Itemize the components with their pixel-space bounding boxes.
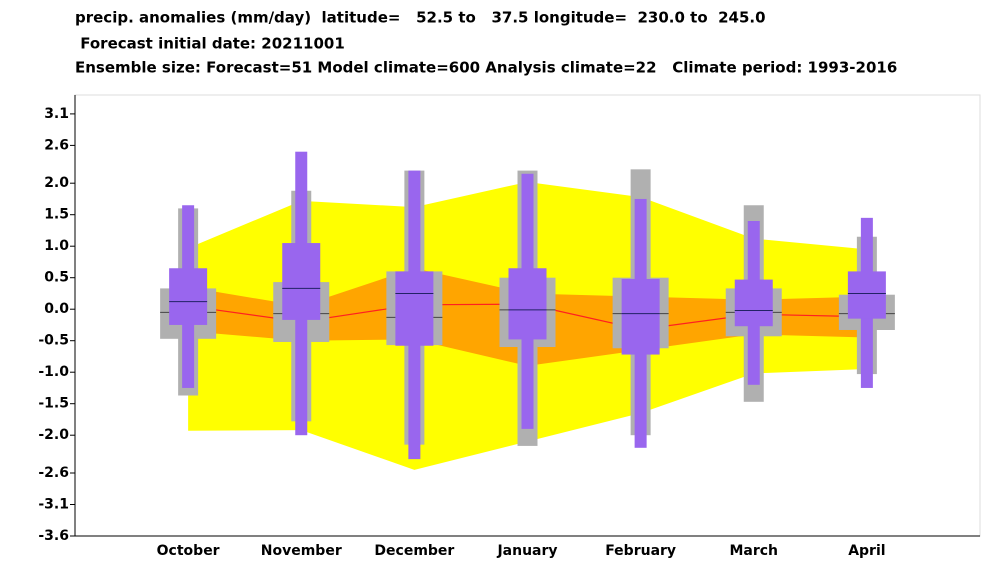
y-tick-label: 2.0 [44, 175, 69, 191]
title-line: Ensemble size: Forecast=51 Model climate… [75, 59, 897, 77]
box [621, 278, 660, 355]
x-tick-label: February [605, 543, 676, 559]
y-tick-label: 0.0 [44, 301, 69, 317]
y-tick-label: -0.5 [38, 333, 69, 349]
x-tick-label: December [374, 543, 454, 559]
title-line: precip. anomalies (mm/day) latitude= 52.… [75, 9, 766, 27]
box [169, 268, 208, 325]
box [734, 279, 773, 327]
title-line: Forecast initial date: 20211001 [75, 35, 345, 53]
x-tick-label: March [729, 543, 778, 559]
box [282, 243, 321, 320]
y-tick-label: -1.5 [38, 396, 69, 412]
x-tick-label: January [496, 543, 557, 559]
box [508, 268, 547, 340]
x-tick-label: November [261, 543, 342, 559]
box [847, 271, 886, 319]
y-tick-label: 3.1 [44, 106, 69, 122]
y-tick-label: -3.1 [38, 497, 69, 513]
y-tick-label: -2.0 [38, 427, 69, 443]
box [395, 271, 434, 346]
y-tick-label: 1.5 [44, 207, 69, 223]
y-tick-label: 0.5 [44, 270, 69, 286]
y-tick-label: 2.6 [44, 137, 69, 153]
x-tick-label: April [848, 543, 885, 559]
y-tick-label: -2.6 [38, 465, 69, 481]
y-tick-label: -1.0 [38, 364, 69, 380]
x-tick-label: October [157, 543, 220, 559]
y-tick-label: -3.6 [38, 528, 69, 544]
y-tick-label: 1.0 [44, 238, 69, 254]
